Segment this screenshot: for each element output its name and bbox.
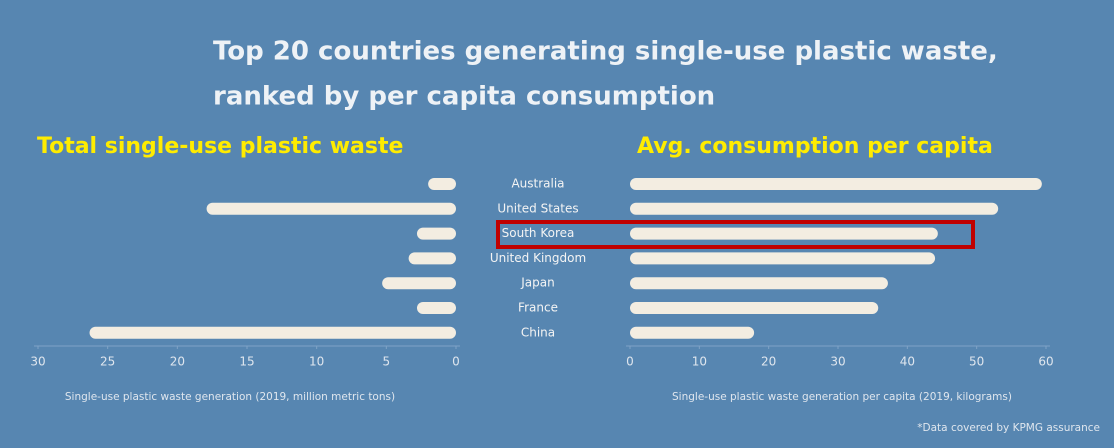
x-tick-label: 60 bbox=[1038, 355, 1053, 369]
category-label: Australia bbox=[511, 177, 564, 191]
category-label: United States bbox=[497, 201, 578, 215]
x-tick-label: 5 bbox=[383, 355, 391, 369]
bar bbox=[416, 302, 456, 314]
category-label: United Kingdom bbox=[490, 251, 586, 265]
bar bbox=[630, 202, 999, 215]
x-tick-label: 30 bbox=[830, 355, 845, 369]
category-label: Japan bbox=[520, 276, 554, 290]
footnote: *Data covered by KPMG assurance bbox=[917, 422, 1100, 434]
x-tick-label: 10 bbox=[692, 355, 707, 369]
x-tick-label: 20 bbox=[170, 355, 185, 369]
bar bbox=[630, 302, 879, 314]
chart-heading: Avg. consumption per capita bbox=[637, 134, 993, 159]
x-tick-label: 0 bbox=[452, 355, 460, 369]
bar bbox=[408, 252, 456, 265]
x-tick-label: 0 bbox=[626, 355, 634, 369]
highlight-box bbox=[496, 220, 975, 249]
bar bbox=[382, 277, 456, 290]
chart-heading: Total single-use plastic waste bbox=[37, 134, 403, 159]
x-tick-label: 25 bbox=[100, 355, 115, 369]
bar bbox=[630, 178, 1042, 190]
bar bbox=[416, 227, 456, 240]
title-line: ranked by per capita consumption bbox=[213, 82, 715, 112]
x-tick-label: 10 bbox=[309, 355, 324, 369]
category-label: China bbox=[521, 325, 555, 339]
x-tick-label: 15 bbox=[239, 355, 254, 369]
bar bbox=[89, 326, 456, 339]
x-tick-label: 20 bbox=[761, 355, 776, 369]
bar bbox=[630, 227, 938, 240]
x-tick-label: 40 bbox=[900, 355, 915, 369]
x-tick-label: 50 bbox=[969, 355, 984, 369]
category-label: South Korea bbox=[502, 226, 575, 240]
x-axis-label: Single-use plastic waste generation (201… bbox=[65, 391, 395, 403]
bar bbox=[630, 252, 936, 265]
category-label: France bbox=[518, 301, 558, 315]
bar bbox=[630, 326, 755, 339]
bar bbox=[206, 202, 456, 215]
x-tick-label: 30 bbox=[30, 355, 45, 369]
title-line: Top 20 countries generating single-use p… bbox=[213, 37, 998, 67]
bar bbox=[630, 277, 888, 290]
bar bbox=[428, 178, 456, 190]
x-axis-label: Single-use plastic waste generation per … bbox=[672, 391, 1012, 403]
